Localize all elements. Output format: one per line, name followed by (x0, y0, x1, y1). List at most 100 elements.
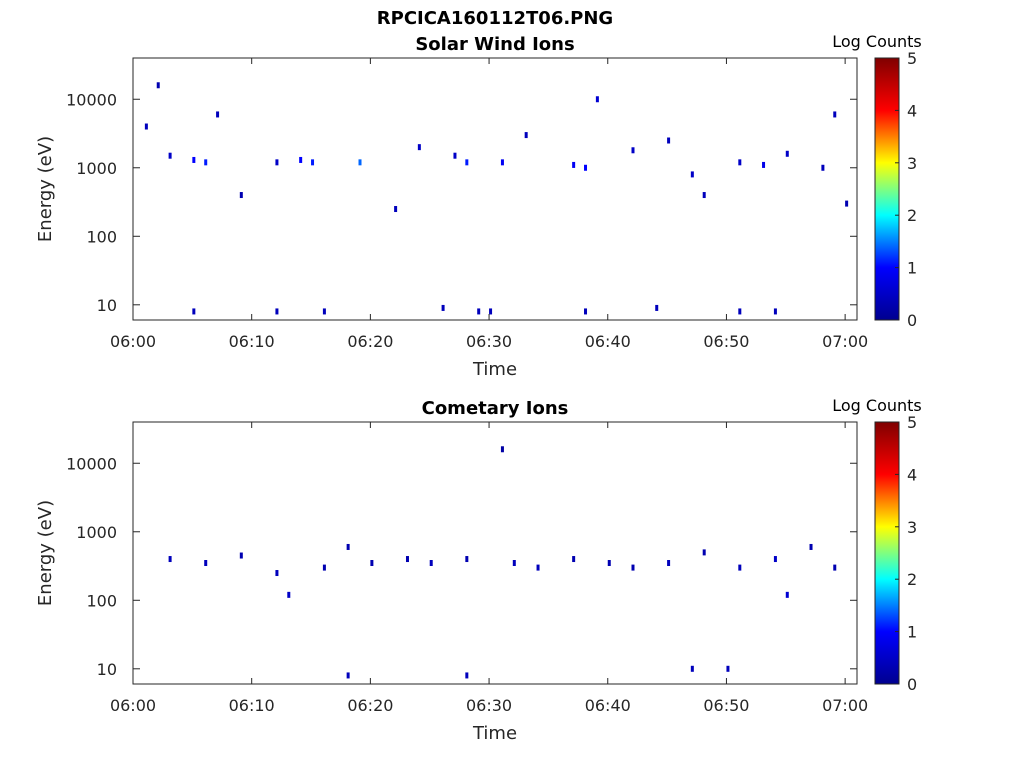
heatmap-cells (144, 82, 849, 315)
x-tick-label: 06:30 (466, 332, 512, 351)
y-axis-label: Energy (eV) (35, 500, 56, 606)
heatmap-cell (465, 672, 469, 679)
x-tick-label: 06:40 (585, 696, 631, 715)
cometary-ions-panel: Cometary Ions 06:00 06:10 06:20 06:30 06:40 06… (35, 396, 922, 744)
heatmap-cell (239, 192, 243, 199)
y-tick-label: 10000 (66, 454, 117, 473)
panel-title: Cometary Ions (422, 398, 569, 419)
figure-title: RPCICA160112T06.PNG (377, 8, 613, 29)
heatmap-cell (738, 308, 742, 315)
heatmap-cell (168, 556, 172, 563)
x-tick-label: 06:10 (229, 332, 275, 351)
heatmap-cell (726, 665, 730, 672)
heatmap-cell (311, 159, 315, 166)
heatmap-cell (204, 159, 208, 166)
y-tick-label: 10000 (66, 90, 117, 109)
heatmap-cell (667, 560, 671, 567)
colorbar-label: Log Counts (832, 396, 922, 415)
heatmap-cell (168, 152, 172, 159)
heatmap-cell (358, 159, 362, 166)
heatmap-cell (500, 159, 504, 166)
heatmap-cell (500, 446, 504, 453)
heatmap-cell (572, 161, 576, 168)
solar-wind-ions-panel: Solar Wind Ions 06:00 06:10 06:20 06:30 06:40… (35, 32, 922, 380)
heatmap-cell (631, 564, 635, 571)
heatmap-cell (524, 132, 528, 139)
heatmap-cell (429, 560, 433, 567)
heatmap-cell (655, 304, 659, 311)
heatmap-cell (584, 164, 588, 171)
heatmap-cell (785, 591, 789, 598)
colorbar-tick-label: 2 (907, 206, 917, 225)
x-tick-label: 06:10 (229, 696, 275, 715)
heatmap-cell (465, 159, 469, 166)
x-tick-label: 06:20 (347, 332, 393, 351)
x-axis-label: Time (472, 723, 517, 744)
heatmap-cell (346, 543, 350, 550)
heatmap-cell (607, 560, 611, 567)
heatmap-cell (275, 570, 279, 577)
heatmap-cell (572, 556, 576, 563)
heatmap-cell (322, 308, 326, 315)
x-tick-label: 06:00 (110, 332, 156, 351)
y-tick-label: 100 (86, 591, 117, 610)
x-tick-label: 06:50 (703, 332, 749, 351)
heatmap-cell (239, 552, 243, 559)
heatmap-cell (275, 308, 279, 315)
plot-area (132, 57, 858, 321)
x-tick-label: 07:00 (822, 696, 868, 715)
heatmap-cell (762, 161, 766, 168)
colorbar-tick-label: 5 (907, 413, 917, 432)
y-axis-label: Energy (eV) (35, 136, 56, 242)
heatmap-cell (536, 564, 540, 571)
colorbar (874, 421, 900, 685)
heatmap-cell (465, 556, 469, 563)
heatmap-cell (156, 82, 160, 89)
colorbar-tick-label: 1 (907, 259, 917, 278)
heatmap-cells (168, 446, 837, 679)
heatmap-cell (275, 159, 279, 166)
x-tick-label: 06:00 (110, 696, 156, 715)
heatmap-cell (785, 150, 789, 157)
x-tick-label: 06:40 (585, 332, 631, 351)
heatmap-cell (346, 672, 350, 679)
heatmap-cell (738, 159, 742, 166)
x-axis-label: Time (472, 359, 517, 380)
heatmap-cell (370, 560, 374, 567)
heatmap-cell (453, 152, 457, 159)
y-tick-label: 100 (86, 227, 117, 246)
heatmap-cell (702, 549, 706, 556)
heatmap-cell (192, 156, 196, 163)
heatmap-cell (702, 192, 706, 199)
heatmap-cell (204, 560, 208, 567)
heatmap-cell (821, 164, 825, 171)
y-tick-label: 10 (97, 660, 117, 679)
colorbar-tick-label: 4 (907, 465, 917, 484)
colorbar-tick-label: 2 (907, 570, 917, 589)
x-tick-label: 06:30 (466, 696, 512, 715)
heatmap-cell (773, 308, 777, 315)
colorbar-tick-label: 5 (907, 49, 917, 68)
colorbar-tick-label: 3 (907, 518, 917, 537)
heatmap-cell (441, 304, 445, 311)
heatmap-cell (773, 556, 777, 563)
heatmap-cell (512, 560, 516, 567)
heatmap-cell (595, 96, 599, 103)
heatmap-cell (216, 111, 220, 118)
colorbar-tick-label: 4 (907, 101, 917, 120)
colorbar-tick-label: 0 (907, 311, 917, 330)
heatmap-cell (845, 200, 849, 207)
heatmap-cell (287, 591, 291, 598)
heatmap-cell (690, 665, 694, 672)
heatmap-cell (690, 171, 694, 178)
heatmap-cell (584, 308, 588, 315)
y-tick-label: 1000 (76, 159, 117, 178)
colorbar-tick-label: 0 (907, 675, 917, 694)
heatmap-cell (631, 147, 635, 154)
heatmap-cell (477, 308, 481, 315)
panel-title: Solar Wind Ions (415, 34, 574, 55)
heatmap-cell (394, 206, 398, 213)
heatmap-cell (299, 156, 303, 163)
heatmap-cell (417, 144, 421, 151)
